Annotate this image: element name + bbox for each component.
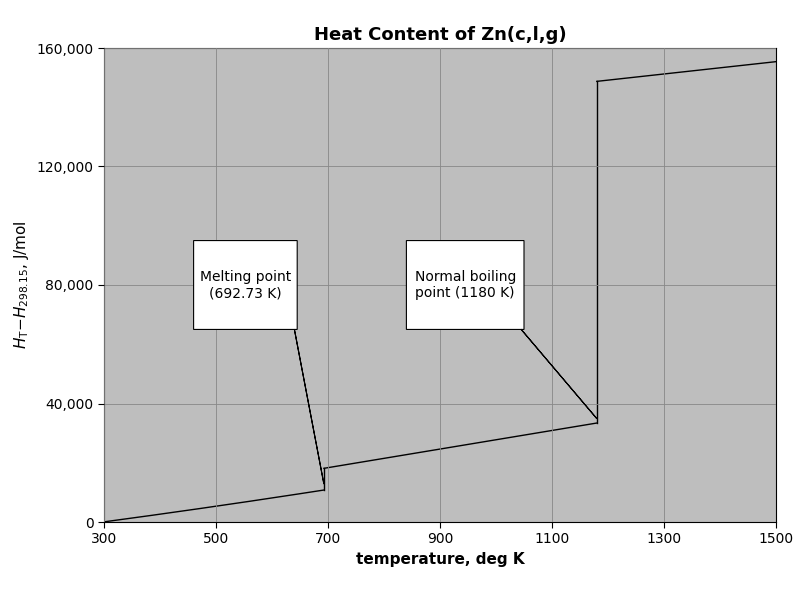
- Text: Melting point
(692.73 K): Melting point (692.73 K): [200, 270, 291, 300]
- Y-axis label: $\it{H}_\mathrm{T}$$-$$\it{H}_{298.15}$, J/mol: $\it{H}_\mathrm{T}$$-$$\it{H}_{298.15}$,…: [12, 221, 31, 349]
- Title: Heat Content of Zn(c,l,g): Heat Content of Zn(c,l,g): [314, 26, 566, 44]
- Text: Normal boiling
point (1180 K): Normal boiling point (1180 K): [414, 270, 516, 300]
- Polygon shape: [406, 241, 597, 419]
- X-axis label: temperature, deg K: temperature, deg K: [356, 552, 524, 567]
- Polygon shape: [194, 241, 324, 484]
